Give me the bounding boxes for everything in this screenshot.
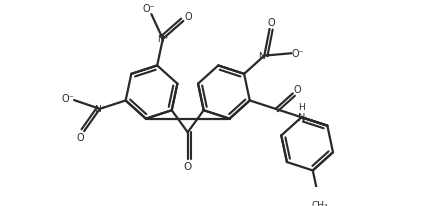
Text: O: O xyxy=(294,85,301,95)
Text: N⁺: N⁺ xyxy=(94,105,106,114)
Text: CH₃: CH₃ xyxy=(312,200,328,206)
Text: O: O xyxy=(184,161,192,171)
Text: N⁺: N⁺ xyxy=(157,35,169,44)
Text: H: H xyxy=(298,102,305,111)
Text: O: O xyxy=(184,12,192,22)
Text: N⁺: N⁺ xyxy=(259,52,270,61)
Text: O⁻: O⁻ xyxy=(61,93,74,103)
Text: O⁻: O⁻ xyxy=(292,48,305,58)
Text: O⁻: O⁻ xyxy=(142,4,155,14)
Text: N: N xyxy=(298,113,305,123)
Text: O: O xyxy=(77,132,84,142)
Text: O: O xyxy=(267,18,275,28)
